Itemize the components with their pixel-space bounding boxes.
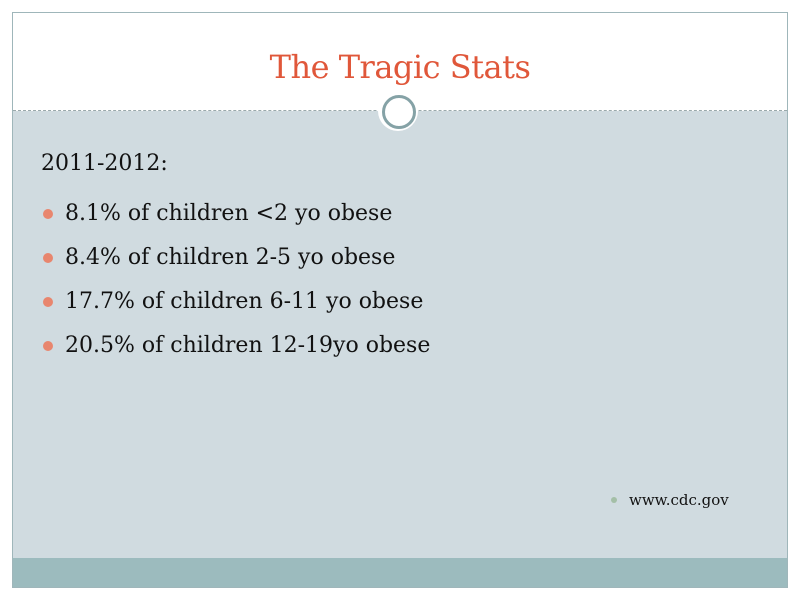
content-area <box>13 111 787 558</box>
stats-list: 8.1% of children <2 yo obese 8.4% of chi… <box>41 199 430 375</box>
source-citation: www.cdc.gov <box>609 489 729 511</box>
slide-title: The Tragic Stats <box>269 48 531 86</box>
stats-list-item-text: 17.7% of children 6-11 yo obese <box>65 289 424 314</box>
stats-list-item: 8.1% of children <2 yo obese <box>41 199 430 243</box>
bullet-dot-icon <box>43 253 53 263</box>
bullet-dot-icon <box>43 209 53 219</box>
stats-list-item: 17.7% of children 6-11 yo obese <box>41 287 430 331</box>
stats-period-heading: 2011-2012: <box>41 151 168 176</box>
footer-bar <box>13 558 787 587</box>
stats-list-item: 8.4% of children 2-5 yo obese <box>41 243 430 287</box>
stats-list-item: 20.5% of children 12-19yo obese <box>41 331 430 375</box>
stats-list-item-text: 8.4% of children 2-5 yo obese <box>65 245 396 270</box>
stats-list-item-text: 8.1% of children <2 yo obese <box>65 201 393 226</box>
source-bullet-icon <box>611 497 617 503</box>
slide-frame: The Tragic Stats 2011-2012: 8.1% of chil… <box>12 12 788 588</box>
bullet-dot-icon <box>43 297 53 307</box>
stats-list-item-text: 20.5% of children 12-19yo obese <box>65 333 431 358</box>
decorative-ring-icon <box>382 95 416 129</box>
source-citation-text: www.cdc.gov <box>629 491 729 509</box>
bullet-dot-icon <box>43 341 53 351</box>
